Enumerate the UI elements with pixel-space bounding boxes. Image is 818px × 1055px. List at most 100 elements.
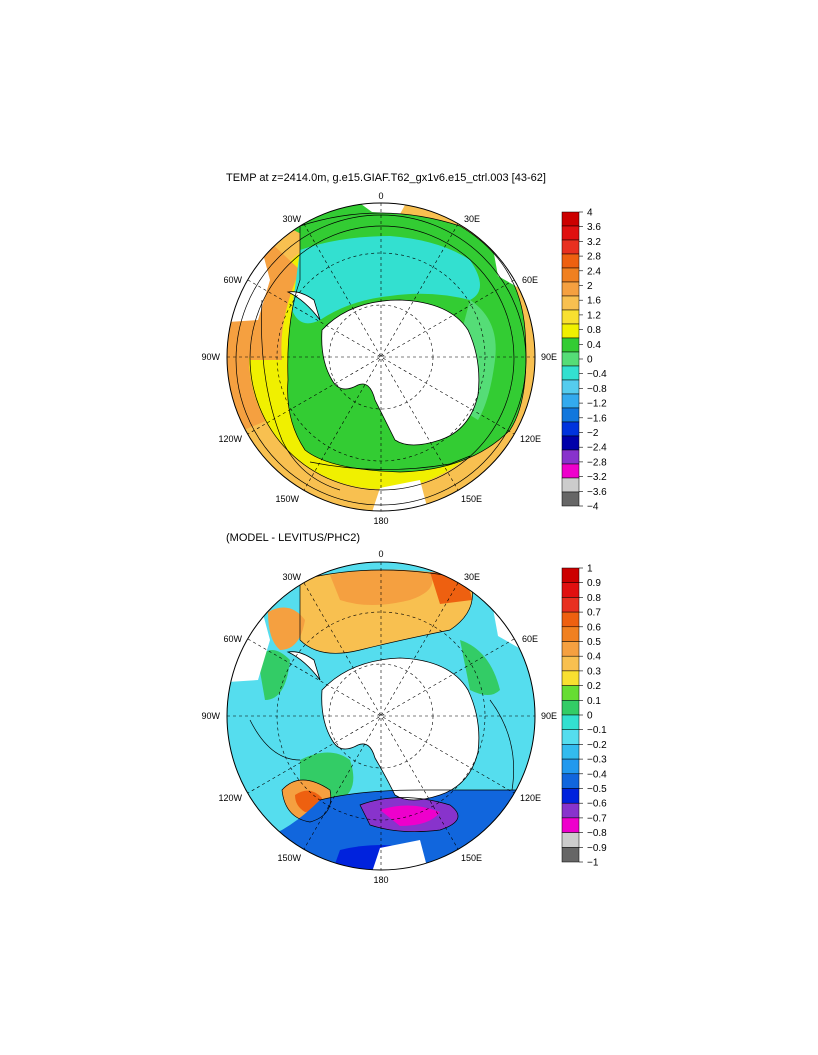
colorbar-swatch	[561, 281, 580, 297]
colorbar-tick-label: 0.9	[587, 578, 601, 589]
anomaly-green-west	[258, 650, 290, 700]
colorbar-swatch	[561, 582, 580, 598]
lon-label-90e: 90E	[541, 711, 557, 721]
colorbar-swatch	[561, 567, 580, 583]
colorbar-tick-label: 0	[587, 355, 593, 366]
colorbar-tick-label: 0.7	[587, 608, 601, 619]
colorbar-swatch	[561, 626, 580, 642]
lon-label-30w: 30W	[282, 572, 301, 582]
colorbar-swatch	[561, 802, 580, 819]
lon-label-180: 180	[373, 875, 388, 885]
lon-label-90w: 90W	[201, 352, 220, 362]
colorbar-swatch	[561, 670, 580, 686]
map-title-difference: (MODEL - LEVITUS/PHC2)	[226, 532, 361, 544]
colorbar-tick-label: −0.8	[587, 828, 607, 839]
colorbar-tick-label: 2.4	[587, 266, 601, 277]
colorbar-tick-label: −1.2	[587, 399, 607, 410]
colorbar-tick-label: 0.8	[587, 593, 601, 604]
lon-label-150e: 150E	[461, 853, 482, 863]
colorbar-swatch	[561, 685, 580, 701]
colorbar-tick-label: 0.4	[587, 340, 601, 351]
colorbar-tick-label: −0.8	[587, 384, 607, 395]
ocean-fill-cyan	[292, 236, 480, 324]
colorbar-swatch	[561, 847, 580, 863]
colorbar-swatch	[561, 337, 580, 353]
colorbar-tick-label: 0.1	[587, 696, 601, 707]
colorbar-tick-label: 0.3	[587, 666, 601, 677]
colorbar-swatch	[561, 449, 580, 465]
lon-label-0: 0	[378, 191, 383, 201]
lon-label-120w: 120W	[218, 793, 242, 803]
lon-label-60e: 60E	[522, 275, 538, 285]
colorbar-swatch	[561, 323, 580, 339]
colorbar-tick-label: 0.2	[587, 681, 601, 692]
graticule-bottom	[227, 562, 535, 870]
lon-label-60w: 60W	[223, 275, 242, 285]
lon-label-0: 0	[378, 549, 383, 559]
colorbar-tick-label: −0.2	[587, 740, 607, 751]
colorbar-swatch	[561, 393, 580, 409]
anomaly-warm-drake	[268, 607, 305, 650]
colorbar-tick-label: 2.8	[587, 252, 601, 263]
colorbar-swatch	[561, 611, 580, 628]
colorbar-tick-label: 1.2	[587, 310, 601, 321]
graticule-top	[227, 203, 535, 511]
colorbar-swatch	[561, 225, 580, 241]
colorbar-swatch	[561, 267, 580, 283]
colorbar-tick-label: −0.4	[587, 369, 607, 380]
lon-label-30w: 30W	[282, 214, 301, 224]
colorbar-swatch	[561, 253, 580, 269]
colorbar-swatch	[561, 773, 580, 789]
africa-edge-land	[350, 203, 410, 214]
lon-label-60e: 60E	[522, 634, 538, 644]
colorbar-tick-label: −0.9	[587, 843, 607, 854]
lon-label-90w: 90W	[201, 711, 220, 721]
colorbar-tick-label: 1.6	[587, 296, 601, 307]
colorbar-swatch	[561, 788, 580, 804]
colorbar-swatch	[561, 463, 580, 479]
colorbar-tick-label: −2.8	[587, 457, 607, 468]
colorbar-tick-label: 1	[587, 564, 593, 575]
colorbar-swatch	[561, 700, 580, 716]
colorbar-tick-label: −0.6	[587, 799, 607, 810]
colorbar-swatch	[561, 817, 580, 833]
colorbar-tick-label: −0.5	[587, 784, 607, 795]
colorbar-swatch	[561, 435, 580, 451]
colorbar-tick-label: 0.8	[587, 325, 601, 336]
map-border-bottom	[226, 561, 536, 871]
colorbar-temperature: 4 3.6 3.2 2.8 2.4 2 1.6 1.2 0.8 0.4 0 −0.4 −0.8 −1.2 −…	[561, 208, 607, 513]
colorbar-swatch	[561, 309, 580, 325]
lon-label-30e: 30E	[464, 572, 480, 582]
colorbar-swatch	[561, 239, 580, 255]
colorbar-swatch	[561, 407, 580, 423]
lon-label-120e: 120E	[520, 793, 541, 803]
colorbar-tick-label: −2	[587, 428, 599, 439]
contour-lines	[249, 569, 520, 833]
colorbar-swatch	[561, 744, 580, 760]
colorbar-difference: 1 0.9 0.8 0.7 0.6 0.5 0.4 0.3 0.2 0.1 0 −0.1 −0.2 −0.…	[561, 564, 607, 869]
colorbar-tick-label: −3.2	[587, 472, 607, 483]
map-temperature: 0 30E 60E 90E 120E 150E 180 150W 120W 90…	[201, 191, 557, 526]
colorbar-tick-label: 3.6	[587, 222, 601, 233]
colorbar-tick-label: 0.4	[587, 652, 601, 663]
colorbar-tick-label: 0	[587, 711, 593, 722]
colorbar-tick-label: 0.6	[587, 622, 601, 633]
anomaly-green-east	[460, 640, 500, 695]
antarctica-landmass	[321, 299, 480, 446]
colorbar-swatch	[561, 421, 580, 437]
colorbar-tick-label: 4	[587, 208, 593, 219]
colorbar-swatch	[561, 491, 580, 507]
colorbar-tick-label: −0.7	[587, 813, 607, 824]
colorbar-tick-label: −4	[587, 502, 599, 513]
lon-label-180: 180	[373, 516, 388, 526]
lon-label-150w: 150W	[275, 494, 299, 504]
colorbar-tick-label: −2.4	[587, 443, 607, 454]
colorbar-swatch	[561, 714, 580, 730]
colorbar-tick-label: −3.6	[587, 487, 607, 498]
map-title-temperature: TEMP at z=2414.0m, g.e15.GIAF.T62_gx1v6.…	[226, 172, 546, 184]
colorbar-swatch	[561, 729, 580, 745]
colorbar-swatch	[561, 351, 580, 367]
antarctic-peninsula	[286, 651, 321, 681]
colorbar-swatch	[561, 365, 580, 381]
